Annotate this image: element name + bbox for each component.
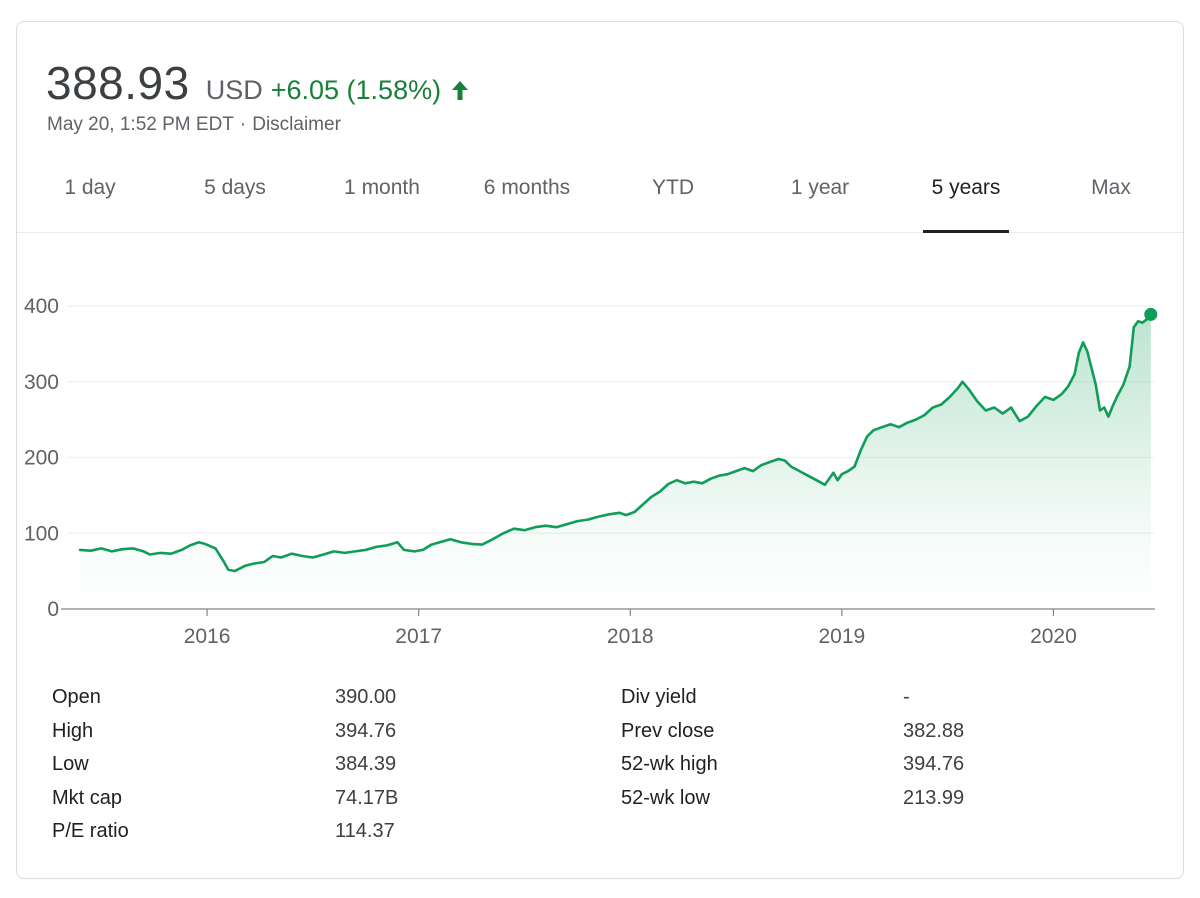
y-tick-label: 200 — [24, 447, 59, 470]
tab-5-days[interactable]: 5 days — [204, 176, 266, 199]
range-tabs: 1 day 5 days 1 month 6 months YTD 1 year… — [17, 162, 1183, 233]
tab-5-years[interactable]: 5 years — [931, 176, 1001, 199]
stat-value: 394.76 — [335, 720, 397, 742]
x-tick-label: 2016 — [184, 625, 231, 648]
price-area-fill — [80, 314, 1151, 609]
meta-separator: · — [239, 114, 247, 135]
stock-quote-card: 388.93 USD +6.05 (1.58%) May 20, 1:52 PM… — [16, 21, 1184, 879]
stat-label: Low — [52, 753, 89, 775]
tab-1-day[interactable]: 1 day — [64, 176, 116, 199]
quote-timestamp: May 20, 1:52 PM EDT — [47, 114, 234, 135]
price-series-line — [78, 313, 1153, 573]
stat-row-pe-ratio: P/E ratio 114.37 — [52, 820, 552, 850]
stat-row-div-yield: Div yield - — [621, 686, 1121, 716]
stat-row-open: Open 390.00 — [52, 686, 552, 716]
tab-6-months[interactable]: 6 months — [483, 176, 571, 199]
stat-label: High — [52, 720, 94, 742]
stat-label: Open — [52, 686, 101, 708]
stat-value: 390.00 — [335, 686, 397, 708]
stat-label: Prev close — [621, 720, 715, 742]
stat-label: P/E ratio — [52, 820, 129, 842]
stat-label: Div yield — [621, 686, 697, 708]
x-tick-label: 2017 — [395, 625, 442, 648]
current-price: 388.93 — [46, 57, 190, 109]
stat-label: 52-wk low — [621, 787, 710, 809]
currency-label: USD — [205, 75, 263, 105]
stat-row-prev-close: Prev close 382.88 — [621, 720, 1121, 750]
quote-header: 388.93 USD +6.05 (1.58%) — [46, 56, 471, 110]
current-price-point[interactable] — [1144, 307, 1158, 321]
active-tab-indicator — [923, 230, 1009, 233]
tab-1-month[interactable]: 1 month — [344, 176, 420, 199]
price-change: +6.05 (1.58%) — [270, 75, 442, 105]
stat-row-mkt-cap: Mkt cap 74.17B — [52, 787, 552, 817]
x-tick-label: 2018 — [607, 625, 654, 648]
y-tick-label: 0 — [47, 598, 59, 621]
stat-value: 114.37 — [335, 820, 395, 842]
disclaimer-link[interactable]: Disclaimer — [252, 114, 341, 135]
y-tick-label: 300 — [24, 371, 59, 394]
tab-ytd[interactable]: YTD — [652, 176, 694, 199]
stat-label: 52-wk high — [621, 753, 718, 775]
y-tick-label: 100 — [24, 522, 59, 545]
x-tick-label: 2019 — [818, 625, 865, 648]
price-chart[interactable]: 0 100 200 300 400 2016 2017 2018 2019 2020 — [17, 284, 1183, 674]
x-tick-label: 2020 — [1030, 625, 1077, 648]
y-tick-label: 400 — [24, 295, 59, 318]
stat-value: 394.76 — [903, 753, 965, 775]
stat-row-high: High 394.76 — [52, 720, 552, 750]
stat-row-52-wk-high: 52-wk high 394.76 — [621, 753, 1121, 783]
stat-value: 213.99 — [903, 787, 965, 809]
stat-row-52-wk-low: 52-wk low 213.99 — [621, 787, 1121, 817]
stat-label: Mkt cap — [52, 787, 123, 809]
quote-meta: May 20, 1:52 PM EDT · Disclaimer — [47, 114, 341, 136]
stat-value: 74.17B — [335, 787, 399, 809]
stat-value: - — [903, 686, 910, 708]
tab-1-year[interactable]: 1 year — [790, 176, 850, 199]
stat-value: 382.88 — [903, 720, 965, 742]
arrow-up-icon — [449, 79, 471, 101]
stat-row-low: Low 384.39 — [52, 753, 552, 783]
stat-value: 384.39 — [335, 753, 397, 775]
tab-max[interactable]: Max — [1091, 176, 1131, 199]
